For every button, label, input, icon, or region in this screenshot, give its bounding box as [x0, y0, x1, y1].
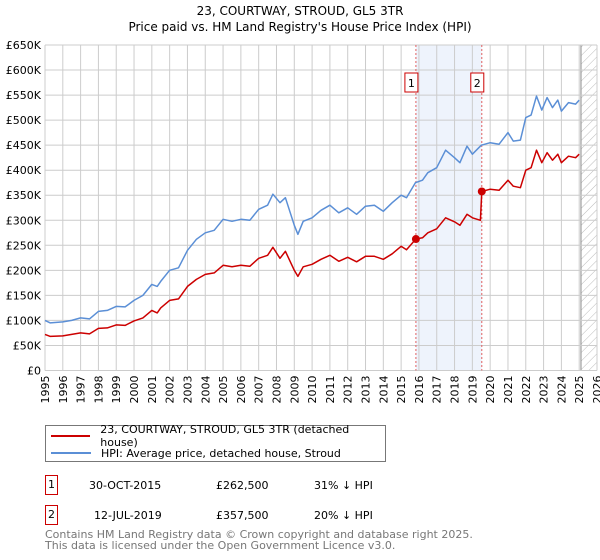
forecast-hatch — [580, 45, 597, 371]
y-tick-label: £50K — [13, 339, 42, 352]
sale-point — [411, 235, 420, 244]
x-tick-label: 2012 — [342, 376, 355, 404]
y-tick-label: £0 — [27, 365, 41, 378]
shaded-period — [415, 45, 482, 371]
y-tick-label: £250K — [6, 239, 42, 252]
sale-annotation-box — [404, 72, 419, 93]
x-tick-label: 2003 — [181, 376, 194, 404]
x-tick-label: 2020 — [484, 376, 497, 404]
price-chart: 23, COURTWAY, STROUD, GL5 3TR Price paid… — [6, 4, 600, 404]
x-tick-label: 1996 — [57, 376, 70, 404]
y-tick-label: £550K — [6, 89, 42, 102]
x-tick-label: 2014 — [377, 376, 390, 404]
sale-price: £262,500 — [216, 479, 269, 492]
y-tick-label: £400K — [6, 164, 42, 177]
x-tick-label: 2016 — [413, 376, 426, 404]
x-tick-label: 2001 — [146, 376, 159, 404]
x-tick-label: 2026 — [591, 376, 600, 404]
chart-subtitle: Price paid vs. HM Land Registry's House … — [128, 20, 471, 34]
x-tick-label: 1997 — [75, 376, 88, 404]
x-tick-label: 2009 — [288, 376, 301, 404]
x-tick-label: 2002 — [164, 376, 177, 404]
x-tick-label: 2015 — [395, 376, 408, 404]
hpi-line — [44, 95, 580, 324]
y-tick-label: £500K — [6, 114, 42, 127]
chart-title: 23, COURTWAY, STROUD, GL5 3TR — [197, 4, 404, 18]
legend-label-property: 23, COURTWAY, STROUD, GL5 3TR (detached … — [100, 423, 350, 449]
x-tick-label: 1995 — [39, 376, 52, 404]
sale-date: 30-OCT-2015 — [89, 479, 162, 492]
x-tick-label: 2005 — [217, 376, 230, 404]
y-tick-label: £450K — [6, 139, 42, 152]
sale-date: 12-JUL-2019 — [94, 509, 162, 522]
x-tick-label: 2000 — [128, 376, 141, 404]
sale-annotation-label: 1 — [408, 77, 415, 90]
y-tick-label: £300K — [6, 214, 42, 227]
x-tick-label: 2017 — [431, 376, 444, 404]
x-tick-label: 2024 — [555, 376, 568, 404]
sale-diff: 20% ↓ HPI — [314, 509, 373, 522]
footer-copyright: Contains HM Land Registry data © Crown c… — [45, 528, 473, 541]
x-tick-label: 1998 — [92, 376, 105, 404]
x-tick-label: 2022 — [520, 376, 533, 404]
x-tick-label: 2019 — [466, 376, 479, 404]
y-tick-label: £350K — [6, 189, 42, 202]
legend-item-hpi: HPI: Average price, detached house, Stro… — [51, 445, 341, 461]
x-tick-label: 2011 — [324, 376, 337, 404]
sale-diff: 31% ↓ HPI — [314, 479, 373, 492]
y-tick-label: £650K — [6, 39, 42, 52]
legend: 23, COURTWAY, STROUD, GL5 3TR (detached … — [45, 423, 386, 462]
sale-annotation-label: 2 — [474, 77, 481, 90]
legend-label-hpi: HPI: Average price, detached house, Stro… — [101, 446, 341, 460]
property-price-line — [44, 149, 580, 338]
legend-item-property: 23, COURTWAY, STROUD, GL5 3TR (detached … — [51, 423, 385, 449]
sale-badge: 2 — [45, 505, 58, 525]
x-tick-label: 2021 — [502, 376, 515, 404]
x-tick-label: 2008 — [270, 376, 283, 404]
x-tick-label: 2025 — [573, 376, 586, 404]
x-tick-label: 2023 — [538, 376, 551, 404]
sale-row-2: 2 12-JUL-2019 £357,500 20% ↓ HPI — [45, 505, 495, 527]
sale-point — [477, 187, 486, 196]
footer-licence: This data is licensed under the Open Gov… — [45, 539, 396, 552]
y-tick-label: £200K — [6, 264, 42, 277]
x-tick-label: 2018 — [449, 376, 462, 404]
y-tick-label: £100K — [6, 314, 42, 327]
sale-row-1: 1 30-OCT-2015 £262,500 31% ↓ HPI — [45, 475, 495, 497]
x-tick-label: 1999 — [110, 376, 123, 404]
sale-badge: 1 — [45, 475, 58, 495]
x-tick-label: 2004 — [199, 376, 212, 404]
sale-annotation-box — [470, 72, 485, 93]
x-tick-label: 2013 — [360, 376, 373, 404]
x-tick-label: 2007 — [253, 376, 266, 404]
sale-price: £357,500 — [216, 509, 269, 522]
legend-swatch-red — [51, 435, 91, 437]
footer: Contains HM Land Registry data © Crown c… — [45, 529, 473, 551]
x-tick-label: 2010 — [306, 376, 319, 404]
y-tick-label: £600K — [6, 64, 42, 77]
x-tick-label: 2006 — [235, 376, 248, 404]
legend-swatch-blue — [51, 452, 91, 454]
y-tick-label: £150K — [6, 289, 42, 302]
